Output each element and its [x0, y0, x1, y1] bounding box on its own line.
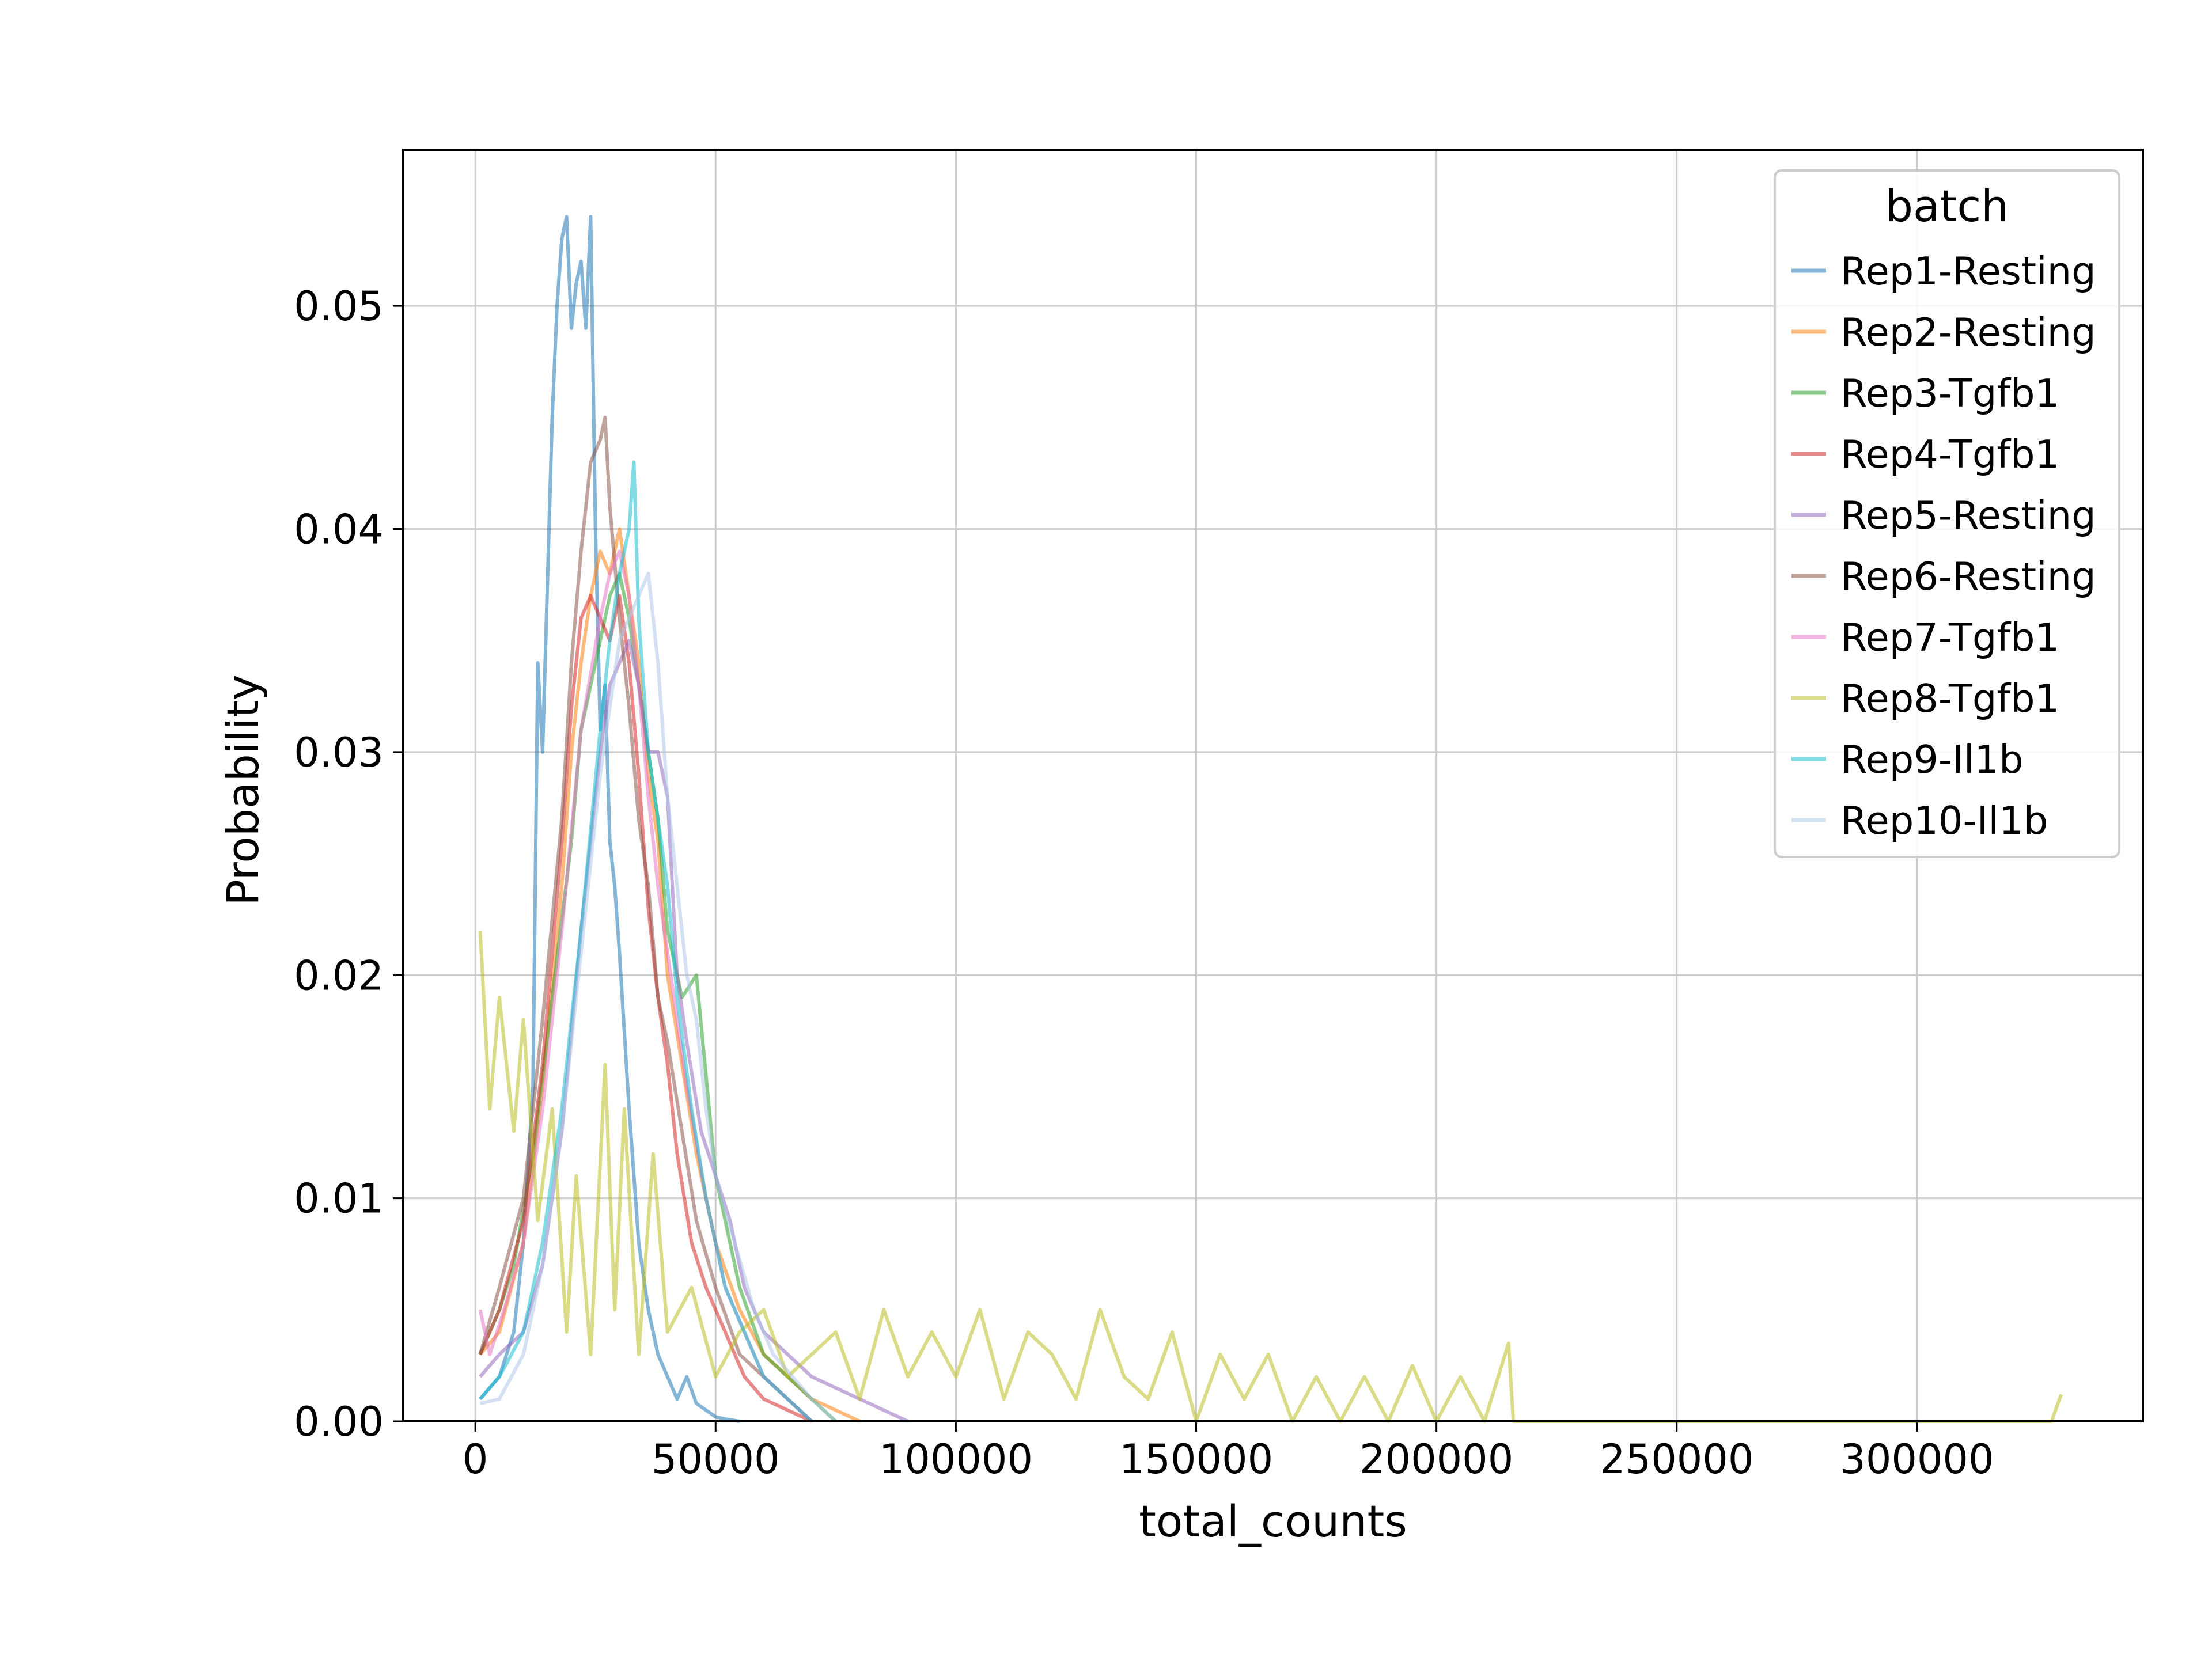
legend-entry-label: Rep2-Resting: [1840, 310, 2096, 355]
y-tick-label: 0.05: [294, 283, 384, 330]
x-tick-label: 150000: [1119, 1436, 1273, 1483]
y-axis: 0.00 0.01 0.02 0.03 0.04 0.05: [294, 283, 403, 1445]
plot-frame: [402, 149, 2144, 1422]
series-line-rep8-tgfb1: [478, 930, 2063, 1423]
x-tick-label: 250000: [1600, 1436, 1753, 1483]
y-tick-label: 0.03: [294, 729, 384, 776]
legend-entry-label: Rep4-Tgfb1: [1840, 432, 2059, 477]
legend-entry-label: Rep7-Tgfb1: [1840, 615, 2059, 660]
series-line-rep6-resting: [478, 415, 813, 1423]
legend-entry-label: Rep8-Tgfb1: [1840, 676, 2059, 721]
x-axis-label: total_counts: [1139, 1496, 1407, 1547]
x-tick-label: 300000: [1840, 1436, 1994, 1483]
y-tick-label: 0.00: [294, 1398, 384, 1445]
y-tick-label: 0.02: [294, 952, 384, 999]
x-tick-label: 0: [463, 1436, 488, 1483]
y-tick-label: 0.01: [294, 1175, 384, 1223]
legend-title: batch: [1885, 180, 2009, 232]
x-tick-label: 200000: [1359, 1436, 1513, 1483]
series-line-rep4-tgfb1: [478, 594, 813, 1423]
legend-entry-label: Rep9-Il1b: [1840, 737, 2024, 782]
legend-entry-label: Rep1-Resting: [1840, 249, 2096, 294]
series-lines: [478, 215, 2063, 1423]
x-axis: 0 50000 100000 150000 200000 250000 300000: [463, 1421, 1994, 1483]
legend-entry-label: Rep3-Tgfb1: [1840, 371, 2059, 416]
legend-entry-label: Rep6-Resting: [1840, 554, 2096, 599]
legend-entry-label: Rep5-Resting: [1840, 493, 2096, 538]
legend-box: [1774, 169, 2120, 858]
series-line-rep10-il1b: [479, 572, 837, 1423]
y-tick-label: 0.04: [294, 506, 384, 553]
y-axis-label: Probability: [217, 674, 268, 906]
legend-entry-label: Rep10-Il1b: [1840, 798, 2048, 843]
x-tick-label: 100000: [879, 1436, 1033, 1483]
legend: batch Rep1-Resting Rep2-Resting Rep3-Tgfb1…: [1774, 169, 2120, 858]
x-tick-label: 50000: [652, 1436, 780, 1483]
series-line-rep9-il1b: [479, 460, 813, 1423]
